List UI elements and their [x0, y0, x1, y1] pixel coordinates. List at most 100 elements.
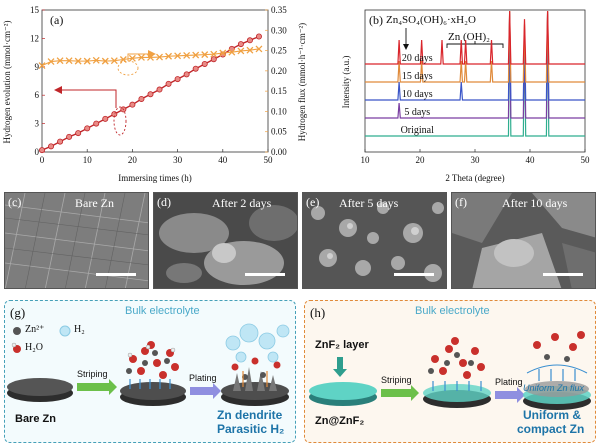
point-flux: [219, 49, 227, 57]
point-flux: [183, 51, 191, 59]
point-evolution: [183, 71, 190, 78]
sem-title-f: After 10 days: [502, 196, 568, 210]
point-flux: [165, 52, 173, 60]
highlight-ellipse-left: [113, 106, 127, 136]
y-tick-label-left-a: 9: [35, 62, 40, 72]
striping-arrow-g: [77, 379, 117, 395]
arrowhead-left: [54, 86, 62, 94]
y-tick-label-left-a: 0: [35, 147, 40, 157]
point-evolution: [120, 106, 127, 113]
xrd-curve: [365, 10, 585, 83]
xrd-curve-label: 15 days: [402, 71, 433, 82]
point-evolution: [228, 45, 235, 52]
point-flux: [56, 57, 64, 65]
point-evolution: [39, 147, 46, 154]
y-axis-title-left-a: Hydrogen evolution (mmol·cm⁻²): [2, 21, 12, 144]
molecule-cloud-right: [231, 357, 281, 380]
sem-title-e: After 5 days: [339, 196, 399, 210]
x-tick-label-b: 40: [526, 155, 536, 165]
point-flux: [65, 57, 73, 65]
sem-texture-e: [303, 193, 446, 288]
y-tick-label-right-a: 0.15: [271, 86, 287, 96]
striping-label-g: Striping: [77, 369, 108, 379]
point-evolution: [48, 143, 55, 150]
scale-bar-e: [394, 273, 434, 276]
sem-label-c: (c): [8, 195, 22, 209]
bare-zn-label: Bare Zn: [15, 413, 56, 425]
point-flux: [192, 51, 200, 59]
striped-znf2-disc-layer: [423, 384, 491, 402]
y-tick-label-right-a: 0.20: [271, 66, 287, 76]
schematic-g-drawing: [7, 323, 290, 406]
point-flux: [228, 48, 236, 56]
panel-b-label: (b): [369, 13, 383, 27]
plating-arrow-g: [190, 383, 221, 399]
x-tick-label-a: 20: [128, 155, 138, 165]
point-flux: [74, 57, 82, 65]
panel-a-label: (a): [50, 13, 63, 27]
y-tick-label-left-a: 6: [35, 90, 40, 100]
znf2-pointer-arrow: [333, 357, 347, 377]
series-line-flux: [41, 48, 260, 67]
striping-arrow-h: [381, 385, 419, 401]
x-tick-label-a: 10: [83, 155, 93, 165]
ion-arrows-middle: [129, 379, 171, 389]
point-flux: [128, 54, 136, 62]
legend-water-label: H₂O: [25, 342, 43, 353]
legend-zn-ion-label: Zn²⁺: [25, 324, 45, 335]
schematic-g: (g) Bulk electrolyte: [4, 300, 296, 443]
uniform-label: Uniform &: [523, 408, 581, 422]
highlight-ellipse-right: [117, 60, 139, 76]
plating-arrow-h: [495, 387, 525, 403]
sem-label-f: (f): [455, 195, 467, 209]
y-tick-label-right-a: 0.10: [271, 106, 287, 116]
znf2-disc-top: [309, 382, 377, 400]
point-evolution: [138, 95, 145, 102]
x-axis-title-b: 2 Theta (degree): [445, 173, 504, 183]
b-pointer-head: [403, 44, 409, 50]
y-tick-label-right-a: 0.00: [271, 147, 287, 157]
molecule-cloud-h-right: [533, 331, 585, 362]
point-flux: [38, 62, 46, 70]
sem-title-c: Bare Zn: [75, 196, 114, 210]
xrd-curve: [365, 13, 585, 119]
xrd-curve-label: 10 days: [402, 89, 433, 100]
point-evolution: [93, 120, 100, 127]
y-tick-label-right-a: 0.25: [271, 46, 287, 56]
point-evolution: [174, 76, 181, 83]
plating-label-h: Plating: [495, 377, 523, 387]
b-annotation-2: Zn (OH)₂: [448, 31, 490, 43]
bulk-electrolyte-label-h: Bulk electrolyte: [415, 305, 490, 317]
sem-texture-d: [154, 193, 297, 288]
y-tick-label-left-a: 3: [35, 119, 40, 129]
zn-dendrite-label: Zn dendrite: [217, 408, 283, 422]
sem-images-row: (c) Bare Zn (d) After 2 days: [4, 192, 596, 289]
sem-texture-c: [5, 193, 148, 288]
point-evolution: [57, 138, 64, 145]
sem-image-f: (f) After 10 days: [451, 192, 596, 289]
scale-bar-f: [543, 273, 583, 276]
sem-texture-f: [452, 193, 595, 288]
point-flux: [119, 56, 127, 63]
point-evolution: [192, 65, 199, 72]
xrd-curve-label: Original: [401, 125, 435, 136]
plating-label-g: Plating: [189, 373, 217, 383]
y-axis-title-b: Intensity (a.u.): [341, 56, 351, 109]
point-flux: [83, 57, 91, 65]
bare-zn-disc-top: [7, 378, 73, 396]
series-line-evolution: [41, 35, 260, 151]
compact-zn-label: compact Zn: [517, 422, 585, 436]
schematic-h: (h) Bulk electrolyte: [304, 300, 596, 443]
sem-label-d: (d): [157, 195, 171, 209]
point-flux: [210, 50, 218, 58]
dendrite-zn-disc-top: [221, 382, 289, 400]
panel-g-label: (g): [10, 305, 26, 320]
schematic-h-drawing: [309, 331, 591, 410]
xrd-curve-label: 20 days: [402, 53, 433, 64]
znf2-layer-label: ZnF₂ layer: [315, 339, 369, 351]
point-flux: [237, 47, 245, 55]
y-axis-title-right-a: Hydrogen flux (mmol·h⁻¹·cm⁻²): [297, 23, 307, 141]
plot-a-frame: [41, 9, 269, 153]
y-tick-label-right-a: 0.35: [271, 5, 287, 15]
legend-h2-label: H₂: [74, 324, 85, 335]
